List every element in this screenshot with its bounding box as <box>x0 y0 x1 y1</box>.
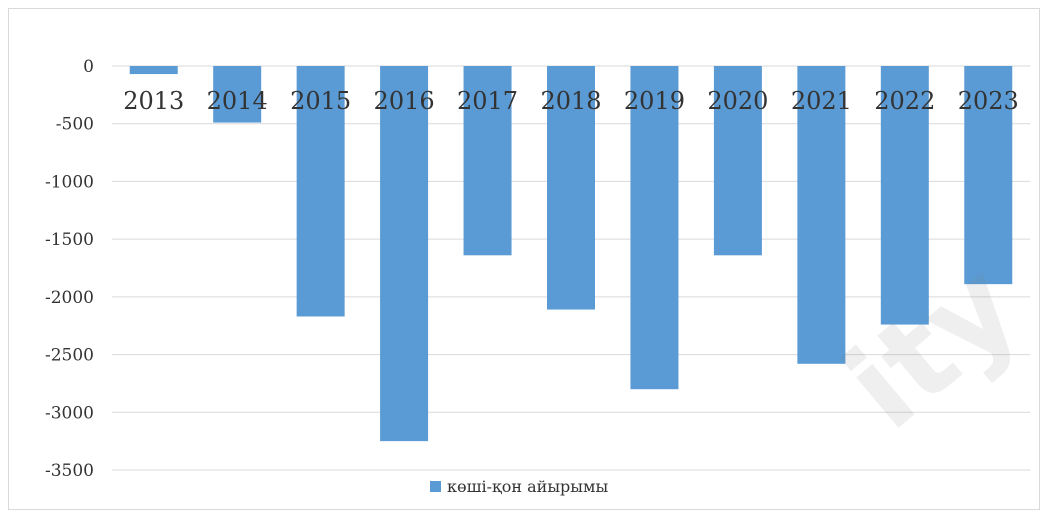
x-tick-label: 2017 <box>457 87 518 115</box>
x-tick-label: 2022 <box>874 87 935 115</box>
legend: көші-қон айырымы <box>430 477 608 496</box>
y-tick-label: -2000 <box>45 288 94 308</box>
x-tick-label: 2020 <box>707 87 768 115</box>
x-tick-label: 2021 <box>791 87 852 115</box>
x-tick-label: 2015 <box>290 87 351 115</box>
chart-frame <box>8 8 1040 510</box>
bar-2023 <box>964 66 1013 285</box>
bar-2020 <box>713 66 762 256</box>
bar-2021 <box>797 66 846 364</box>
y-tick-label: -3500 <box>45 461 94 481</box>
y-tick-label: -2500 <box>45 346 94 366</box>
bar-2014 <box>213 66 262 123</box>
legend-label: көші-қон айырымы <box>447 477 609 496</box>
bar-2016 <box>380 66 429 442</box>
bar-2017 <box>463 66 512 256</box>
bar-2022 <box>880 66 929 325</box>
y-tick-label: -1000 <box>45 172 94 192</box>
x-tick-label: 2014 <box>207 87 268 115</box>
x-tick-label: 2016 <box>374 87 435 115</box>
x-tick-label: 2023 <box>958 87 1019 115</box>
x-tick-label: 2013 <box>123 87 184 115</box>
y-tick-label: 0 <box>83 57 94 77</box>
bar-2015 <box>296 66 345 317</box>
y-tick-label: -3000 <box>45 403 94 423</box>
x-tick-label: 2018 <box>540 87 601 115</box>
y-tick-label: -1500 <box>45 230 94 250</box>
x-tick-label: 2019 <box>624 87 685 115</box>
bar-2013 <box>129 66 178 75</box>
bar-2019 <box>630 66 679 390</box>
y-tick-label: -500 <box>56 115 94 135</box>
legend-swatch <box>430 481 441 492</box>
bar-2018 <box>547 66 595 310</box>
